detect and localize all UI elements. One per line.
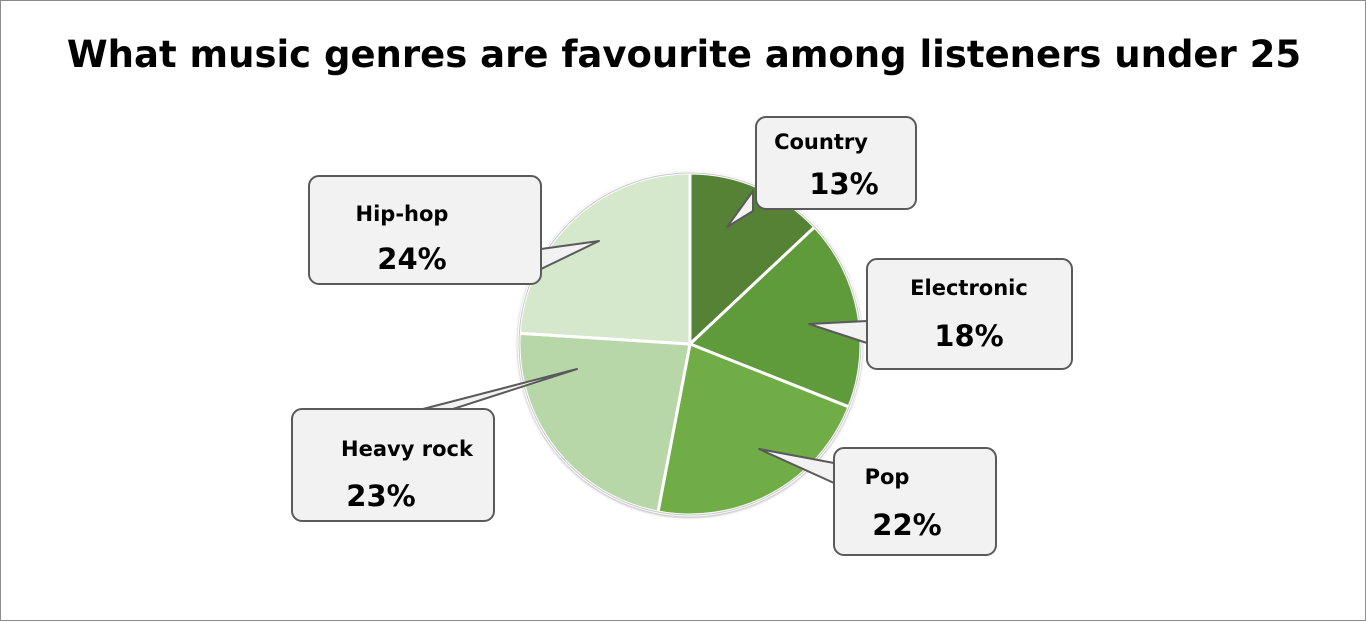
callout-hip-hop: Hip-hop 24% [308,175,600,285]
slice-label: Country [774,130,868,154]
callout-pointer [808,320,868,344]
slice-label: Electronic [910,276,1028,300]
callouts: Country 13% Electronic 18% Pop 22% Heavy rock 2… [291,116,1073,556]
pie-outline [518,172,862,516]
slice-value: 13% [809,167,878,201]
callout-box [291,408,495,522]
slice-label: Hip-hop [356,202,449,226]
callout-pointer [758,448,835,484]
slice-value: 22% [872,508,941,542]
slice-label: Heavy rock [341,437,474,461]
pie-slices [517,171,863,517]
callout-box [833,447,997,556]
callout-pointer [422,368,578,410]
chart-title: What music genres are favourite among li… [66,33,1302,76]
callout-pop: Pop 22% [758,447,997,556]
callout-heavy-rock: Heavy rock 23% [291,368,578,522]
slice-value: 23% [346,479,415,513]
callout-box [755,116,917,210]
callout-box [308,175,542,285]
callout-box [866,258,1073,370]
pie-slice-heavy-rock [517,331,692,514]
slice-label: Pop [865,465,910,489]
slice-value: 24% [377,242,446,276]
slice-value: 18% [934,319,1003,353]
callout-pointer [726,190,754,228]
callout-country: Country 13% [726,116,917,228]
callout-electronic: Electronic 18% [808,258,1073,370]
callout-pointer [540,240,600,270]
